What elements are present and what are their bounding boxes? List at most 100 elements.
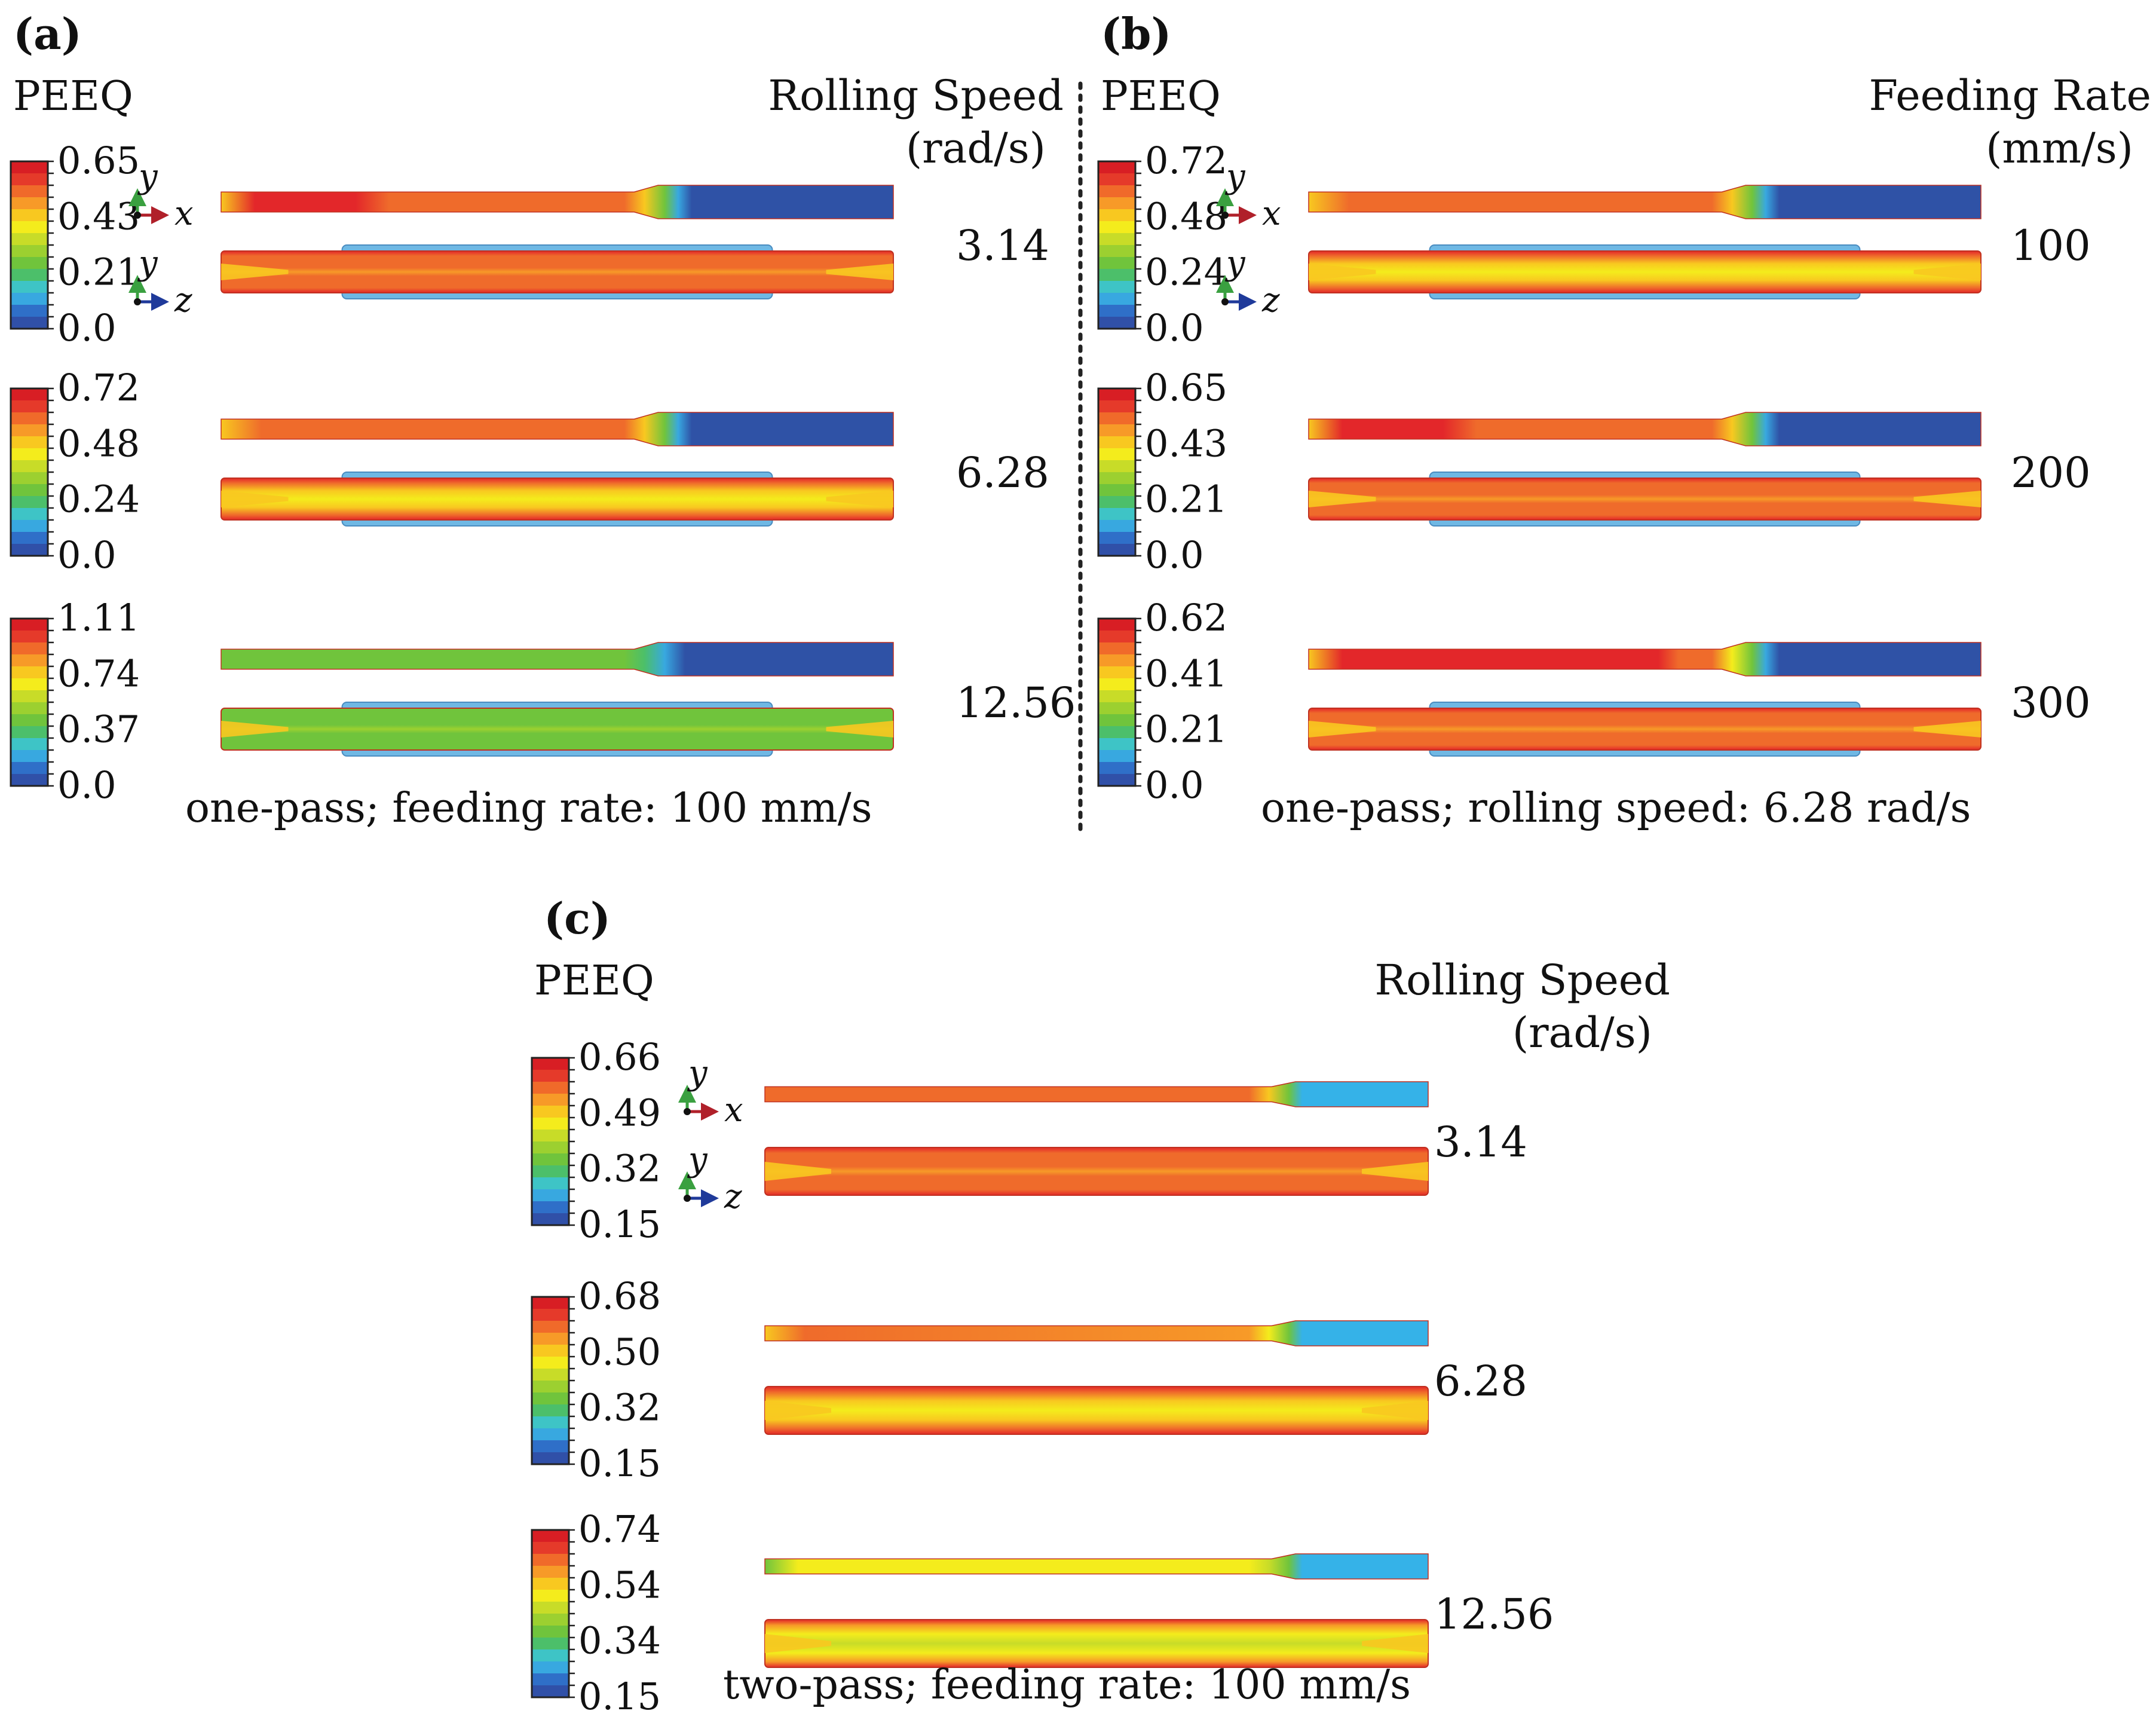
- end-taper-left: [221, 264, 289, 280]
- xy-section-contour: [764, 1081, 1429, 1107]
- colorbar-segment: [11, 221, 48, 234]
- param-title: Feeding Rate: [1869, 71, 2151, 120]
- end-taper-right: [1362, 1162, 1428, 1181]
- colorbar-segment: [1098, 714, 1135, 727]
- colorbar-segment: [532, 1309, 569, 1321]
- colorbar-segment: [11, 678, 48, 691]
- colorbar-tick-label: 0.21: [57, 250, 140, 294]
- colorbar-segment: [532, 1201, 569, 1214]
- colorbar-segment: [532, 1542, 569, 1554]
- colorbar-segment: [11, 173, 48, 186]
- colorbar-tick-label: 0.0: [57, 533, 117, 577]
- colorbar-segment: [532, 1554, 569, 1566]
- colorbar-segment: [1098, 269, 1135, 281]
- panel-b: (b) PEEQ Feeding Rate(mm/s) 0.72 0.48 0.24 0.0…: [1097, 8, 2151, 832]
- row-6-28: 0.72 0.48 0.24 0.0 6.28: [10, 366, 1049, 577]
- colorbar-segment: [1098, 197, 1135, 210]
- colorbar-tick-label: 0.48: [57, 421, 140, 465]
- colorbar-segment: [532, 1590, 569, 1602]
- colorbar-tick-label: 0.32: [578, 1147, 661, 1190]
- param-unit: (rad/s): [906, 124, 1046, 173]
- xy-section-contour: [764, 1553, 1429, 1580]
- colorbar-segment: [1098, 774, 1135, 786]
- colorbar-segment: [532, 1070, 569, 1082]
- colorbar-segment: [532, 1297, 569, 1309]
- colorbar-segment: [532, 1649, 569, 1662]
- zy-section-contour: [764, 1619, 1429, 1668]
- param-value: 12.56: [1434, 1590, 1554, 1639]
- colorbar-segment: [1098, 690, 1135, 703]
- colorbar-tick-label: 0.0: [1145, 306, 1204, 350]
- axis-x-label: x: [724, 1091, 743, 1130]
- axis-z-label: z: [1261, 281, 1280, 320]
- end-taper-left: [1309, 721, 1376, 737]
- colorbar-segment: [11, 642, 48, 655]
- colorbar-segment: [532, 1369, 569, 1381]
- colorbar-segment: [1098, 245, 1135, 258]
- end-taper-left: [1309, 264, 1376, 280]
- colorbar-segment: [11, 281, 48, 293]
- end-taper-left: [765, 1162, 831, 1181]
- xy-section-contour: [220, 642, 894, 677]
- colorbar-tick-label: 0.24: [1145, 250, 1227, 294]
- legend-title: PEEQ: [13, 73, 133, 120]
- panel-label: (a): [13, 8, 82, 59]
- colorbar-segment: [1098, 209, 1135, 222]
- colorbar-segment: [11, 544, 48, 556]
- colorbar-segment: [1098, 631, 1135, 643]
- colorbar-segment: [1098, 726, 1135, 739]
- param-value: 200: [2011, 448, 2091, 497]
- colorbar-segment: [1098, 532, 1135, 544]
- param-unit: (mm/s): [1986, 124, 2133, 173]
- panel-label: (c): [544, 893, 611, 944]
- colorbar-segment: [532, 1094, 569, 1106]
- colorbar-tick-label: 0.72: [57, 366, 140, 409]
- colorbar-segment: [11, 257, 48, 270]
- colorbar-segment: [11, 619, 48, 631]
- zy-section-contour: [220, 250, 894, 293]
- colorbar-tick-label: 0.0: [57, 763, 117, 807]
- colorbar-segment: [11, 388, 48, 401]
- colorbar-segment: [11, 233, 48, 246]
- colorbar-segment: [11, 460, 48, 473]
- axis-origin-dot: [684, 1108, 691, 1115]
- colorbar-tick-label: 0.48: [1145, 194, 1227, 238]
- row-300: 0.62 0.41 0.21 0.0 300: [1097, 596, 2091, 807]
- axis-origin-dot: [134, 298, 141, 305]
- colorbar-segment: [11, 436, 48, 449]
- param-value: 6.28: [956, 448, 1049, 497]
- colorbar-segment: [1098, 762, 1135, 775]
- colorbar-tick-label: 0.0: [1145, 763, 1204, 807]
- colorbar-tick-label: 1.11: [57, 596, 140, 639]
- colorbar-segment: [532, 1189, 569, 1202]
- param-value: 100: [2011, 221, 2091, 270]
- axis-x-label: x: [174, 194, 194, 233]
- end-taper-right: [1913, 721, 1981, 737]
- axis-origin-dot: [684, 1195, 691, 1202]
- colorbar-segment: [532, 1106, 569, 1118]
- zy-section-contour: [1308, 250, 1982, 293]
- colorbar-segment: [532, 1153, 569, 1166]
- xy-section-contour: [1308, 642, 1982, 677]
- colorbar-segment: [1098, 460, 1135, 473]
- colorbar-segment: [11, 726, 48, 739]
- colorbar-tick-label: 0.15: [578, 1202, 661, 1246]
- panel-caption: one-pass; rolling speed: 6.28 rad/s: [1261, 785, 1971, 832]
- colorbar-segment: [11, 245, 48, 258]
- axis-origin-dot: [134, 212, 141, 219]
- legend-title: PEEQ: [1101, 73, 1221, 120]
- colorbar-segment: [532, 1578, 569, 1590]
- colorbar-segment: [532, 1321, 569, 1333]
- xy-section-contour: [220, 185, 894, 219]
- axis-y-label: y: [687, 1054, 708, 1092]
- end-taper-right: [1362, 1401, 1428, 1420]
- end-taper-right: [826, 721, 893, 737]
- zy-section-contour: [220, 708, 894, 751]
- colorbar-segment: [1098, 484, 1135, 497]
- end-taper-left: [221, 491, 289, 507]
- colorbar-segment: [532, 1638, 569, 1650]
- colorbar-segment: [532, 1452, 569, 1465]
- panel-c: (c)PEEQ Rolling Speed(rad/s)0.660.490.320…: [531, 893, 1670, 1717]
- colorbar-segment: [1098, 161, 1135, 174]
- colorbar-segment: [1098, 257, 1135, 270]
